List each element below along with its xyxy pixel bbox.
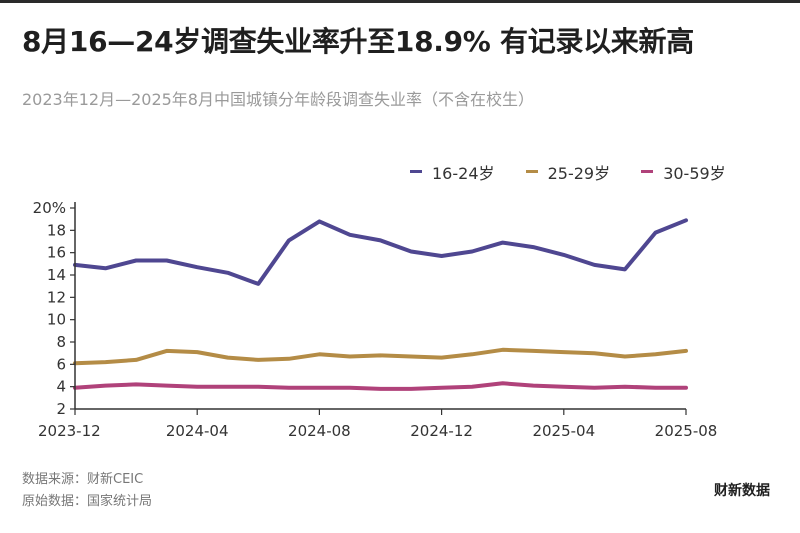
x-tick-label: 2024-04 xyxy=(166,422,229,440)
series-line-2 xyxy=(73,381,688,391)
x-tick-label: 2023-12 xyxy=(38,422,101,440)
y-tick-label: 4 xyxy=(56,378,66,396)
y-tick-label: 18 xyxy=(47,221,66,239)
y-tick-label: 12 xyxy=(47,288,66,306)
y-tick-label: 20% xyxy=(33,199,66,217)
legend-item-16-24: 16-24岁 xyxy=(410,160,495,184)
y-tick-label: 2 xyxy=(56,400,66,418)
original-source: 原始数据：国家统计局 xyxy=(22,494,153,509)
data-source: 数据来源：财新CEIC xyxy=(22,472,144,487)
chart-title: 8月16—24岁调查失业率升至18.9% 有记录以来新高 xyxy=(22,25,694,58)
legend-item-25-29: 25-29岁 xyxy=(525,160,611,184)
y-tick-label: 14 xyxy=(47,266,66,284)
legend-label-25-29: 25-29岁 xyxy=(547,163,611,183)
y-tick-label: 10 xyxy=(47,311,66,329)
brand-logo: 财新数据 xyxy=(714,483,770,499)
chart-subtitle: 2023年12月—2025年8月中国城镇分年龄段调查失业率（不含在校生） xyxy=(22,90,534,109)
x-tick-label: 2024-08 xyxy=(288,422,351,440)
legend-item-30-59: 30-59岁 xyxy=(641,160,726,184)
y-tick-label: 16 xyxy=(47,244,66,262)
legend: 16-24岁 25-29岁 30-59岁 xyxy=(410,158,752,184)
y-tick-label: 6 xyxy=(56,355,66,373)
series-line-1 xyxy=(73,347,688,366)
legend-swatch-16-24 xyxy=(410,170,422,173)
legend-label-16-24: 16-24岁 xyxy=(432,163,495,183)
y-tick-label: 8 xyxy=(56,333,66,351)
series-line-0 xyxy=(73,218,688,286)
x-tick-label: 2025-04 xyxy=(532,422,595,440)
x-tick-label: 2024-12 xyxy=(410,422,473,440)
legend-swatch-30-59 xyxy=(641,170,654,173)
top-rule xyxy=(0,0,800,3)
legend-label-30-59: 30-59岁 xyxy=(663,163,726,183)
legend-swatch-25-29 xyxy=(525,170,538,173)
x-tick-label: 2025-08 xyxy=(655,422,718,440)
